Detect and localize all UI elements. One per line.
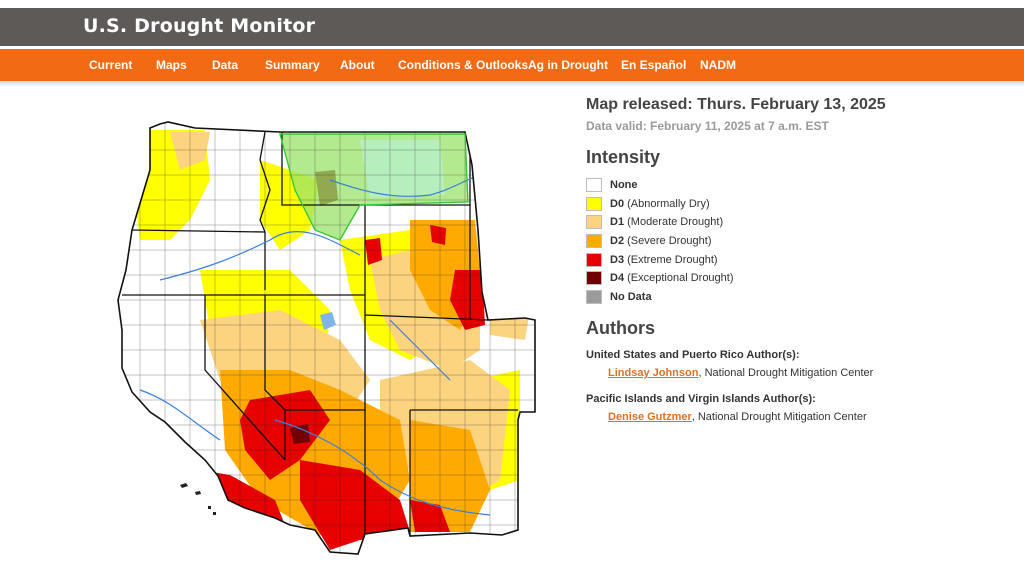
nav-conditions-outlooks[interactable]: Conditions & Outlooks [398,58,528,72]
header-separator [0,46,1024,49]
legend-item-d3: D3 (Extreme Drought) [586,250,1006,269]
swatch-no-data [586,289,602,304]
nav-data[interactable]: Data [212,58,239,72]
legend-item-none: None [586,176,1006,195]
legend-item-d1: D1 (Moderate Drought) [586,213,1006,232]
nav-ag-in-drought[interactable]: Ag in Drought [528,58,608,72]
swatch-none [586,178,602,193]
legend-item-d0: D0 (Abnormally Dry) [586,195,1006,214]
legend-code: None [610,179,638,192]
legend-code: No Data [610,290,652,303]
legend-item-no-data: No Data [586,288,1006,307]
legend-code: D3 [610,253,625,266]
author-org: , National Drought Mitigation Center [698,367,874,380]
author-line: Lindsay Johnson, National Drought Mitiga… [586,367,1006,379]
legend-desc: (Extreme Drought) [624,253,718,266]
nav-current[interactable]: Current [89,58,133,72]
main-nav: Current Maps Data Summary About Conditio… [0,49,1024,81]
author-group-label: United States and Puerto Rico Author(s): [586,349,800,362]
swatch-d2 [586,234,602,249]
swatch-d1 [586,215,602,230]
legend-code: D2 [610,235,625,248]
legend-code: D0 [610,197,625,210]
swatch-d3 [586,252,602,267]
nav-nadm[interactable]: NADM [700,58,736,72]
author-group-label: Pacific Islands and Virgin Islands Autho… [586,393,816,406]
legend-item-d4: D4 (Exceptional Drought) [586,269,1006,288]
authors-heading: Authors [586,318,655,339]
legend-desc: (Exceptional Drought) [624,272,734,285]
site-title[interactable]: U.S. Drought Monitor [83,15,316,37]
legend-code: D4 [610,272,625,285]
nav-maps[interactable]: Maps [156,58,187,72]
nav-summary[interactable]: Summary [265,58,320,72]
legend-item-d2: D2 (Severe Drought) [586,232,1006,251]
legend-desc: (Severe Drought) [624,235,712,248]
legend-desc: (Moderate Drought) [624,216,724,229]
swatch-d0 [586,196,602,211]
author-org: , National Drought Mitigation Center [691,411,867,424]
nav-shadow [0,81,1024,87]
intensity-legend: None D0 (Abnormally Dry) D1 (Moderate Dr… [586,176,1006,306]
info-panel: Map released: Thurs. February 13, 2025 D… [586,96,1006,423]
data-valid-date: Data valid: February 11, 2025 at 7 a.m. … [586,119,829,133]
author-link-lindsay-johnson[interactable]: Lindsay Johnson [608,367,699,380]
site-header: U.S. Drought Monitor [0,8,1024,46]
author-link-denise-gutzmer[interactable]: Denise Gutzmer [608,411,692,424]
legend-desc: (Abnormally Dry) [624,197,710,210]
map-release-date: Map released: Thurs. February 13, 2025 [586,96,886,113]
legend-code: D1 [610,216,625,229]
author-line: Denise Gutzmer, National Drought Mitigat… [586,411,1006,423]
top-strip [0,0,1024,8]
intensity-heading: Intensity [586,147,661,167]
nav-about[interactable]: About [340,58,375,72]
swatch-d4 [586,271,602,286]
drought-map[interactable] [110,120,550,560]
nav-en-espanol[interactable]: En Español [621,58,687,72]
